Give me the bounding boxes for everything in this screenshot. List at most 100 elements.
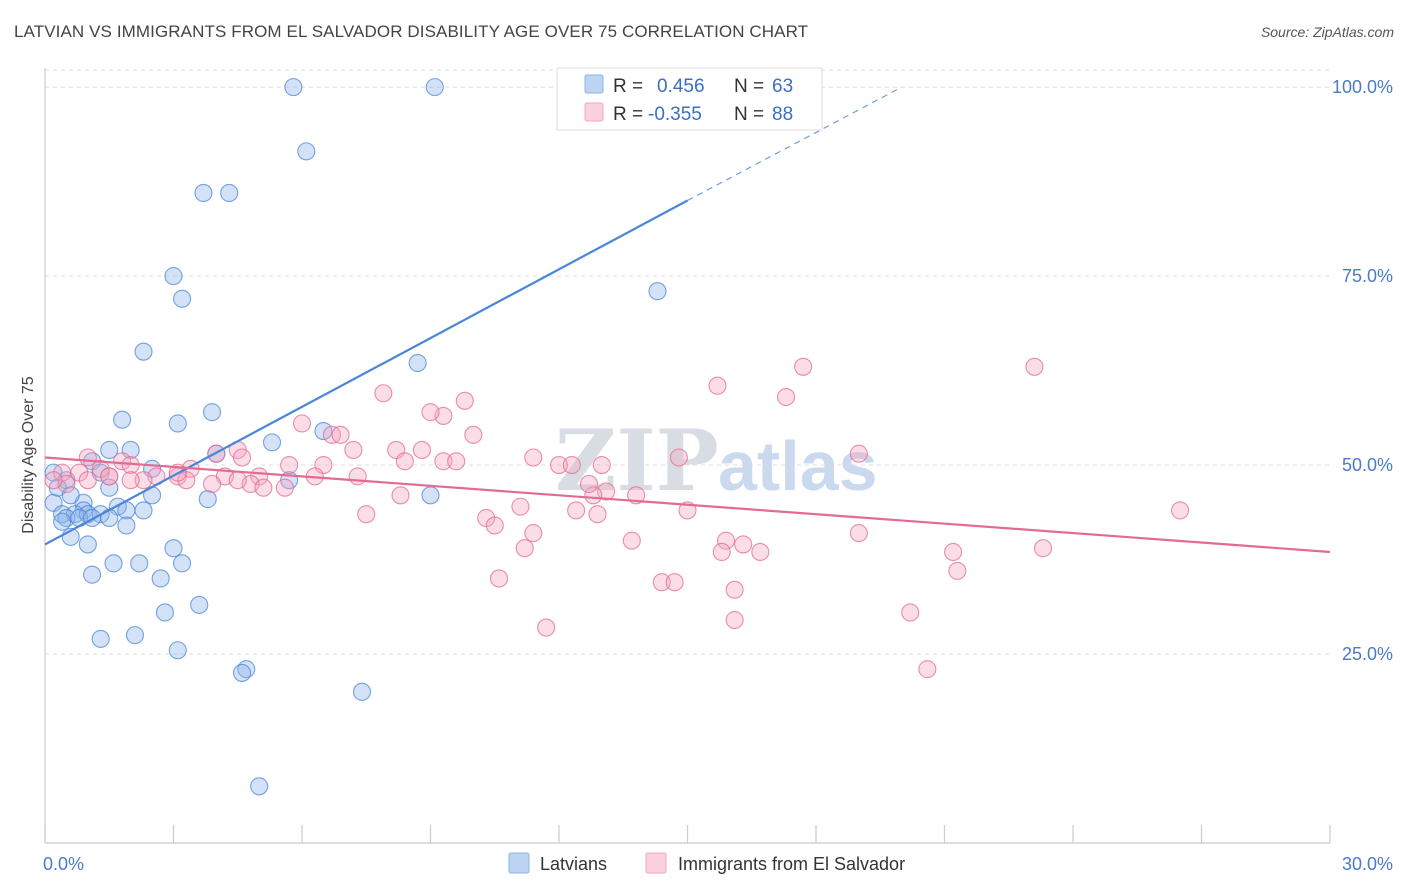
- data-point: [164, 539, 183, 558]
- data-point: [588, 505, 607, 524]
- data-point: [849, 444, 868, 463]
- data-point: [1033, 539, 1053, 558]
- data-point: [708, 376, 727, 395]
- legend-n-value-1: 63: [772, 76, 793, 97]
- y-tick-label: 100.0%: [1332, 77, 1393, 97]
- data-point: [537, 618, 556, 637]
- grid-lines: [45, 69, 1330, 655]
- data-point: [134, 501, 153, 520]
- data-point: [627, 486, 646, 505]
- data-point: [78, 471, 97, 490]
- watermark-zip: ZIP: [555, 411, 719, 510]
- data-point: [232, 448, 252, 467]
- data-point: [344, 440, 363, 459]
- data-point: [134, 471, 153, 490]
- data-point: [284, 78, 303, 97]
- data-point: [794, 357, 813, 376]
- data-point: [412, 440, 431, 459]
- data-point: [751, 542, 770, 562]
- data-point: [130, 554, 149, 573]
- data-point: [901, 603, 920, 622]
- data-point: [1171, 501, 1190, 520]
- data-point: [173, 554, 192, 573]
- data-point: [579, 474, 599, 494]
- data-point: [203, 403, 222, 422]
- bottom-legend-label-latvians: Latvians: [540, 854, 607, 874]
- x-tick-labels: 0.0% 30.0%: [43, 854, 1393, 874]
- data-point: [434, 452, 453, 471]
- data-point: [524, 448, 543, 467]
- data-point: [91, 629, 110, 648]
- data-point: [489, 569, 509, 588]
- data-point: [716, 531, 736, 550]
- y-tick-labels: 25.0% 50.0% 75.0% 100.0%: [1332, 77, 1393, 664]
- data-point: [134, 342, 153, 361]
- trend-lines: [44, 86, 1331, 554]
- data-point: [113, 410, 132, 429]
- data-point: [464, 425, 483, 444]
- data-point: [944, 542, 963, 562]
- data-point: [297, 142, 316, 161]
- data-point: [262, 433, 282, 452]
- data-point: [391, 486, 410, 505]
- data-point: [83, 565, 102, 584]
- legend-n-label-2: N =: [734, 104, 764, 125]
- data-point: [622, 531, 641, 550]
- data-point: [511, 497, 530, 516]
- data-point: [592, 456, 611, 475]
- data-point: [194, 183, 213, 202]
- trend-line-0: [44, 199, 689, 546]
- data-point: [567, 501, 586, 520]
- data-point: [485, 516, 504, 535]
- data-point: [447, 452, 466, 471]
- data-point: [374, 384, 393, 403]
- legend-swatch-el-salvador: [584, 102, 604, 122]
- data-point: [164, 267, 183, 286]
- data-point: [151, 569, 170, 588]
- data-point: [408, 353, 427, 373]
- series-0: [44, 78, 667, 796]
- data-point: [100, 467, 119, 486]
- data-point: [155, 603, 174, 622]
- bottom-legend-label-el-salvador: Immigrants from El Salvador: [678, 854, 905, 874]
- y-tick-label: 75.0%: [1342, 266, 1393, 286]
- data-point: [220, 183, 239, 202]
- data-point: [665, 573, 684, 592]
- data-point: [314, 421, 333, 441]
- trend-extension-0: [687, 86, 902, 202]
- data-point: [678, 501, 697, 520]
- data-point: [421, 403, 440, 422]
- data-point: [254, 478, 273, 497]
- data-point: [104, 554, 123, 573]
- x-tick-label-end: 30.0%: [1342, 854, 1393, 874]
- data-point: [348, 467, 367, 486]
- correlation-legend: R = 0.456 N = 63 R = -0.355 N = 88: [556, 67, 823, 131]
- data-point: [198, 490, 217, 509]
- data-point: [232, 663, 252, 682]
- data-point: [455, 391, 474, 410]
- bottom-legend-swatch-el-salvador: [645, 852, 667, 874]
- y-tick-label: 50.0%: [1342, 455, 1393, 475]
- bottom-legend-swatch-latvians: [508, 852, 530, 874]
- data-point: [725, 580, 744, 599]
- data-point: [725, 610, 744, 630]
- data-point: [292, 414, 312, 433]
- legend-r-label-1: R =: [613, 76, 643, 97]
- x-tick-label-start: 0.0%: [43, 854, 84, 874]
- data-point: [849, 524, 868, 543]
- data-point: [228, 471, 247, 490]
- legend-swatch-latvians: [584, 74, 604, 94]
- data-point: [515, 539, 534, 558]
- data-point: [78, 535, 97, 554]
- legend-r-value-2: -0.355: [648, 104, 702, 125]
- data-point: [1025, 357, 1044, 376]
- data-point: [584, 486, 603, 505]
- data-point: [331, 425, 350, 444]
- data-point: [125, 626, 144, 645]
- data-point: [352, 682, 372, 701]
- data-point: [190, 595, 209, 614]
- data-point: [562, 456, 581, 475]
- data-point: [712, 542, 731, 562]
- chart-source: Source: ZipAtlas.com: [1260, 24, 1394, 40]
